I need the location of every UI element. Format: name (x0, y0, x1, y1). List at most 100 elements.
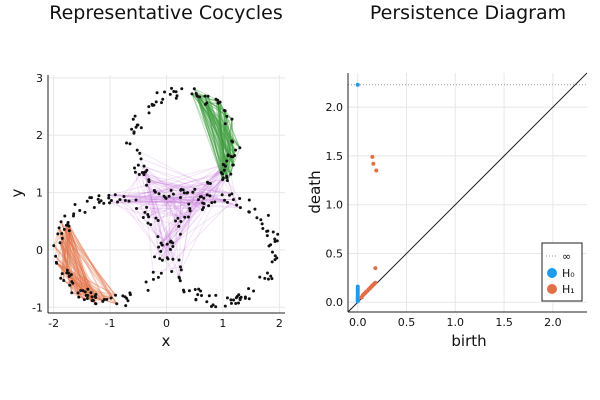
cocycles-point (63, 214, 67, 218)
cocycle-edge-purple (134, 167, 144, 218)
cocycle-edge-orange (60, 230, 70, 279)
cocycles-xtick: -1 (105, 317, 116, 330)
cocycles-point (220, 193, 224, 197)
cocycles-point (126, 299, 130, 303)
cocycles-ylabel: y (8, 188, 26, 197)
cocycles-point (160, 258, 164, 262)
cocycle-edge-green (196, 95, 234, 158)
cocycles-point (207, 294, 211, 298)
cocycle-edge-green (196, 95, 234, 143)
cocycles-point (223, 198, 227, 202)
cocycles-point (97, 200, 101, 204)
cocycle-edge-purple (144, 172, 169, 260)
cocycle-edge-purple (165, 197, 177, 222)
cocycles-point (159, 271, 163, 275)
cocycle-edge-purple (188, 173, 223, 205)
cocycle-edge-purple (108, 194, 165, 197)
cocycle-edge-purple (135, 171, 191, 212)
cocycle-edge-purple (119, 173, 223, 201)
cocycles-ytick: 1 (36, 187, 43, 200)
cocycle-edge-orange (59, 242, 104, 302)
cocycle-edge-orange (67, 224, 89, 290)
cocycles-point (193, 288, 197, 292)
cocycle-edge-purple (144, 171, 186, 218)
cocycle-edge-orange (58, 227, 112, 299)
cocycle-edge-purple (115, 194, 209, 207)
cocycles-point (77, 295, 81, 299)
cocycles-point (265, 229, 269, 233)
cocycle-edge-green (219, 101, 236, 156)
cocycles-xtick: 0 (163, 317, 170, 330)
cocycle-edge-orange (72, 282, 80, 298)
cocycles-point (231, 163, 235, 167)
cocycle-edge-purple (148, 181, 232, 195)
cocycles-point (140, 170, 144, 174)
cocycle-edge-green (217, 100, 229, 156)
cocycles-point (252, 289, 256, 293)
cocycles-point (160, 101, 164, 105)
cocycle-edge-purple (211, 173, 223, 203)
cocycle-edge-orange (71, 289, 81, 294)
cocycles-point (258, 275, 262, 279)
cocycles-xtick: 1 (219, 317, 226, 330)
cocycles-point (60, 232, 64, 236)
cocycles-point (122, 195, 126, 199)
cocycles-point (60, 272, 64, 276)
persistence-ytick: 2.0 (326, 101, 344, 114)
persistence-axes: 0.0 0.0 0.5 0.5 1.0 1.0 1.5 1.5 2.0 2.0 (326, 73, 587, 329)
cocycle-edge-green (224, 123, 241, 149)
cocycle-edge-green (204, 96, 228, 162)
cocycle-edge-green (217, 103, 227, 167)
cocycle-edge-purple (128, 200, 190, 209)
cocycle-edge-green (206, 102, 241, 149)
cocycle-edge-purple (184, 164, 225, 218)
cocycle-edge-green (226, 155, 229, 177)
cocycle-edge-green (199, 96, 229, 156)
cocycle-edge-purple (160, 160, 228, 252)
cocycle-edge-green (199, 96, 206, 105)
cocycles-point (157, 245, 161, 249)
cocycle-edge-orange (56, 262, 86, 293)
cocycle-edge-orange (61, 238, 89, 290)
cocycles-point (164, 196, 168, 200)
legend-label: H₀ (562, 267, 575, 280)
cocycles-point (89, 291, 93, 295)
cocycles-point (220, 172, 224, 176)
cocycles-point (199, 289, 203, 293)
cocycle-edge-purple (108, 197, 174, 247)
cocycles-point (130, 127, 134, 131)
cocycles-point (182, 290, 186, 294)
cocycles-point (159, 249, 163, 253)
cocycle-edge-green (224, 123, 234, 166)
cocycle-edge-purple (158, 179, 223, 248)
cocycles-point (227, 193, 231, 197)
cocycles-point (188, 209, 192, 213)
cocycles-point (178, 265, 182, 269)
cocycle-edge-orange (67, 222, 92, 293)
cocycles-point (213, 200, 217, 204)
cocycle-edge-purple (147, 222, 174, 260)
cocycles-point (259, 218, 263, 222)
cocycle-edge-purple (168, 195, 186, 218)
cocycle-edge-orange (58, 227, 97, 304)
cocycles-point (206, 94, 210, 98)
cocycles-point (168, 247, 172, 251)
cocycles-point (149, 223, 153, 227)
cocycles-ytick: 3 (36, 72, 43, 85)
cocycles-point (145, 183, 149, 187)
cocycle-edge-purple (136, 192, 185, 210)
cocycles-point (234, 148, 238, 152)
cocycle-edge-green (207, 96, 229, 156)
cocycles-point (66, 223, 70, 227)
cocycle-edge-purple (148, 179, 161, 259)
cocycle-edge-purple (135, 169, 225, 201)
cocycle-edge-purple (148, 179, 203, 211)
cocycle-edge-purple (140, 158, 169, 260)
cocycle-edge-purple (144, 172, 157, 219)
cocycle-edge-purple (159, 205, 210, 259)
cocycles-point (181, 188, 185, 192)
cocycle-edge-orange (78, 296, 107, 300)
cocycle-edge-purple (188, 164, 224, 205)
cocycle-edge-purple (157, 236, 172, 242)
